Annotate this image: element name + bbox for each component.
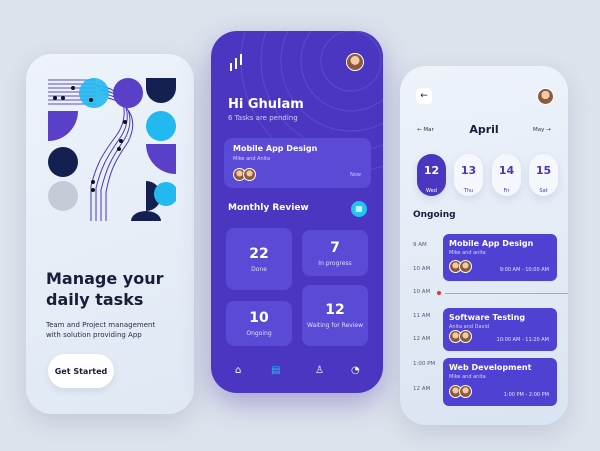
avatar <box>243 168 256 181</box>
featured-task-card[interactable]: Mobile App Design Mike and Anita Now <box>224 138 371 188</box>
logo-bars-icon <box>230 54 242 71</box>
event-card[interactable]: Software Testing Anita and David 10:00 AM … <box>443 308 557 351</box>
title-line: Manage your <box>46 269 164 288</box>
event-time: 9:00 AM - 10:00 AM <box>499 267 549 273</box>
day[interactable]: 13 Thu <box>454 154 483 196</box>
time-label: 10 AM <box>413 266 431 272</box>
event-time: 1:00 PM - 2:00 PM <box>503 392 549 398</box>
avatar <box>459 260 472 273</box>
pending-count: 6 Tasks are pending <box>228 114 298 122</box>
day-name: Sat <box>539 188 548 194</box>
stat-label: Waiting for Review <box>307 322 363 329</box>
onboarding-title: Manage your daily tasks <box>46 268 163 310</box>
avatar-group <box>233 166 256 185</box>
time-label: 9 AM <box>413 242 427 248</box>
task-title: Mobile App Design <box>233 144 318 153</box>
stat-label: Ongoing <box>246 330 272 337</box>
stat-value: 12 <box>325 302 345 318</box>
task-people: Mike and Anita <box>233 156 271 162</box>
stat-done[interactable]: 22 Done <box>226 228 292 290</box>
day-selected[interactable]: 12 Wed <box>417 154 446 196</box>
prev-month-button[interactable]: ← Mar <box>417 127 434 133</box>
schedule-screen: ← ← Mar April May → 12 Wed 13 Thu 14 Fri 15… <box>400 66 568 425</box>
event-card[interactable]: Mobile App Design Mike and anita 9:00 AM -… <box>443 234 557 281</box>
stat-value: 22 <box>249 245 269 262</box>
day-name: Fri <box>503 188 510 194</box>
stat-label: In progress <box>318 259 352 267</box>
event-title: Web Development <box>449 363 532 372</box>
prev-month-label: Mar <box>423 127 434 133</box>
time-label: 1:00 PM <box>413 361 436 367</box>
task-time: Now <box>350 172 361 178</box>
avatar <box>459 385 472 398</box>
event-title: Mobile App Design <box>449 239 534 248</box>
time-label: 12 AM <box>413 336 431 342</box>
current-time-dot <box>437 291 441 295</box>
day-name: Wed <box>426 188 437 194</box>
stat-waiting-review[interactable]: 12 Waiting for Review <box>302 285 368 346</box>
current-time-line <box>445 293 568 294</box>
event-card[interactable]: Web Development Mike and anita 1:00 PM - 2… <box>443 358 557 406</box>
section-title: Ongoing <box>413 210 456 220</box>
stat-label: Done <box>251 265 267 273</box>
avatar <box>459 330 472 343</box>
back-button[interactable]: ← <box>416 88 432 104</box>
profile-icon[interactable]: ♙ <box>315 365 324 376</box>
day-number: 15 <box>535 164 552 177</box>
next-month-label: May <box>533 127 545 133</box>
time-label: 10 AM <box>413 289 431 295</box>
title-line: daily tasks <box>46 290 144 309</box>
avatar-group <box>449 258 472 277</box>
geometric-illustration <box>48 78 176 221</box>
time-label: 12 AM <box>413 386 431 392</box>
user-avatar[interactable] <box>537 88 554 105</box>
calendar-icon[interactable]: ▦ <box>351 201 367 217</box>
event-time: 10:00 AM - 11:20 AM <box>496 337 549 343</box>
day[interactable]: 14 Fri <box>492 154 521 196</box>
event-people: Mike and anita <box>449 374 486 380</box>
day-number: 14 <box>498 164 515 177</box>
home-icon[interactable]: ⌂ <box>235 365 242 376</box>
user-avatar[interactable] <box>346 53 364 71</box>
day-number: 12 <box>423 164 440 177</box>
onboarding-subtitle: Team and Project management with solutio… <box>46 321 156 339</box>
day-number: 13 <box>460 164 477 177</box>
home-screen: Hi Ghulam 6 Tasks are pending Mobile App… <box>211 31 383 393</box>
greeting: Hi Ghulam <box>228 97 304 112</box>
event-people: Mike and anita <box>449 250 486 256</box>
current-month: April <box>469 123 499 136</box>
day-name: Thu <box>463 188 474 194</box>
avatar-group <box>449 383 472 402</box>
next-month-button[interactable]: May → <box>533 127 551 133</box>
event-people: Anita and David <box>449 324 490 330</box>
section-title: Monthly Review <box>228 203 309 213</box>
stat-in-progress[interactable]: 7 In progress <box>302 230 368 276</box>
onboarding-screen: Manage your daily tasks Team and Project … <box>26 54 194 414</box>
get-started-button[interactable]: Get Started <box>48 354 114 388</box>
stat-ongoing[interactable]: 10 Ongoing <box>226 301 292 346</box>
event-title: Software Testing <box>449 313 526 322</box>
stat-value: 7 <box>330 239 340 256</box>
avatar-group <box>449 328 472 347</box>
time-label: 11 AM <box>413 313 431 319</box>
stat-value: 10 <box>249 310 269 326</box>
day[interactable]: 15 Sat <box>529 154 558 196</box>
document-icon[interactable]: ▤ <box>271 365 281 376</box>
bell-icon[interactable]: ◔ <box>351 365 360 376</box>
